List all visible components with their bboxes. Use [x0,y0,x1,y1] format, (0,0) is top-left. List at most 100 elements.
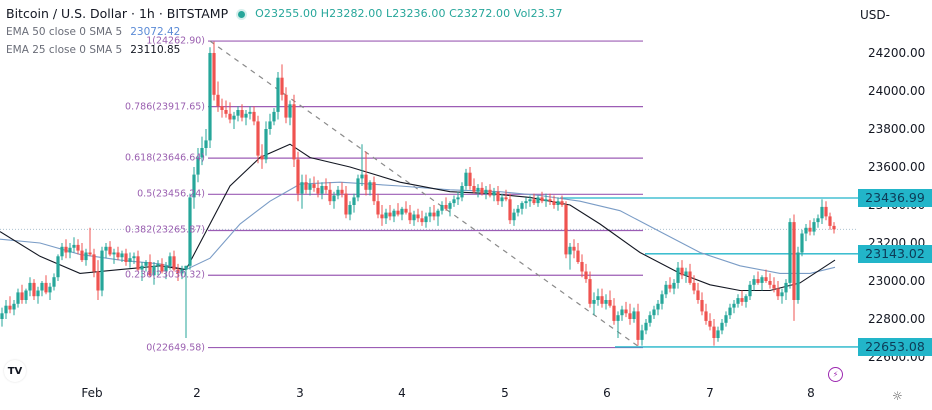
candle-body [224,110,228,114]
candle-body [800,233,804,253]
candle-body [84,252,88,261]
candle-body [608,300,612,306]
candle-body [596,296,600,300]
candle-body [140,265,144,270]
candle-body [620,309,624,316]
currency-selector[interactable]: USD- [860,8,890,22]
candle-body [484,189,488,194]
candle-body [20,292,24,300]
candle-body [168,256,172,266]
gear-icon[interactable]: ☼ [892,389,903,403]
candle-body [188,197,192,266]
candle-body [512,212,516,221]
candle-body [352,197,356,205]
indicator-ema25[interactable]: EMA 25 close 0 SMA 5 23110.85 [6,44,181,56]
candle-body [76,244,80,251]
candle-body [804,227,808,234]
ema25-line [0,143,836,292]
candle-body [832,225,836,230]
candle-body [668,284,672,289]
candle-body [144,262,148,266]
candle-body [132,256,136,259]
candle-body [444,205,448,209]
candle-body [600,296,604,304]
indicator-ema50[interactable]: EMA 50 close 0 SMA 5 23072.42 [6,26,181,38]
price-tag[interactable]: 23436.99 [858,188,932,207]
candle-body [96,271,100,291]
candle-body [112,252,116,255]
candle-body [52,277,56,287]
candle-body [716,330,720,338]
time-axis-label: 4 [398,386,406,400]
lightning-icon[interactable]: ⚡ [828,367,843,382]
candle-body [216,94,220,107]
candle-body [344,193,348,215]
candle-body [336,189,340,196]
tradingview-logo-icon[interactable]: TV [4,360,26,382]
price-axis-label: 23600.00 [868,160,926,174]
candle-body [60,246,64,257]
candle-body [280,77,284,95]
chart-legend: Bitcoin / U.S. Dollar · 1h · BITSTAMP O2… [6,6,563,58]
candle-body [92,254,96,272]
candle-body [296,159,300,194]
candle-body [340,189,344,194]
candle-body [664,284,668,295]
candle-body [516,208,520,213]
price-tag[interactable]: 22653.08 [858,337,932,356]
candle-body [256,121,260,156]
candle-body [576,250,580,262]
candle-body [720,322,724,331]
candle-body [360,174,364,179]
price-tag[interactable]: 23143.02 [858,244,932,263]
candle-body [228,113,232,120]
candle-body [64,246,68,253]
candle-body [116,252,120,258]
candle-body [244,113,248,118]
candle-body [184,265,188,270]
fib-level-label: 1(24262.90) [146,35,205,47]
candle-body [28,282,32,291]
candle-body [288,104,292,118]
candle-body [212,53,216,95]
symbol-title[interactable]: Bitcoin / U.S. Dollar · 1h · BITSTAMP [6,6,229,21]
fib-level-label: 0(22649.58) [146,342,205,354]
candle-body [724,315,728,323]
candle-body [424,216,428,223]
candle-body [272,111,276,122]
candle-body [644,322,648,331]
candle-body [268,121,272,129]
candle-body [172,256,176,270]
candle-body [708,320,712,327]
candle-body [652,309,656,316]
candle-body [40,282,44,291]
candle-body [72,244,76,248]
candle-body [580,262,584,272]
candle-body [204,140,208,148]
candle-body [460,186,464,198]
candle-body [8,305,12,310]
candle-body [588,279,592,304]
candle-body [456,197,460,200]
candle-body [240,110,244,118]
candle-body [808,227,812,232]
candle-body [788,222,792,283]
candle-body [332,195,336,202]
candle-body [440,205,444,211]
price-axis-label: 23000.00 [868,274,926,288]
candle-body [292,104,296,160]
candle-body [748,284,752,297]
candle-body [432,212,436,217]
time-axis-label: 2 [193,386,201,400]
candle-body [520,203,524,209]
candle-body [780,292,784,297]
candle-body [316,187,320,194]
candle-body [656,303,660,310]
time-axis-label: Feb [81,386,103,400]
candle-body [604,300,608,304]
candle-body [584,271,588,280]
candle-body [544,199,548,202]
candle-body [372,182,376,202]
candle-body [504,197,508,200]
